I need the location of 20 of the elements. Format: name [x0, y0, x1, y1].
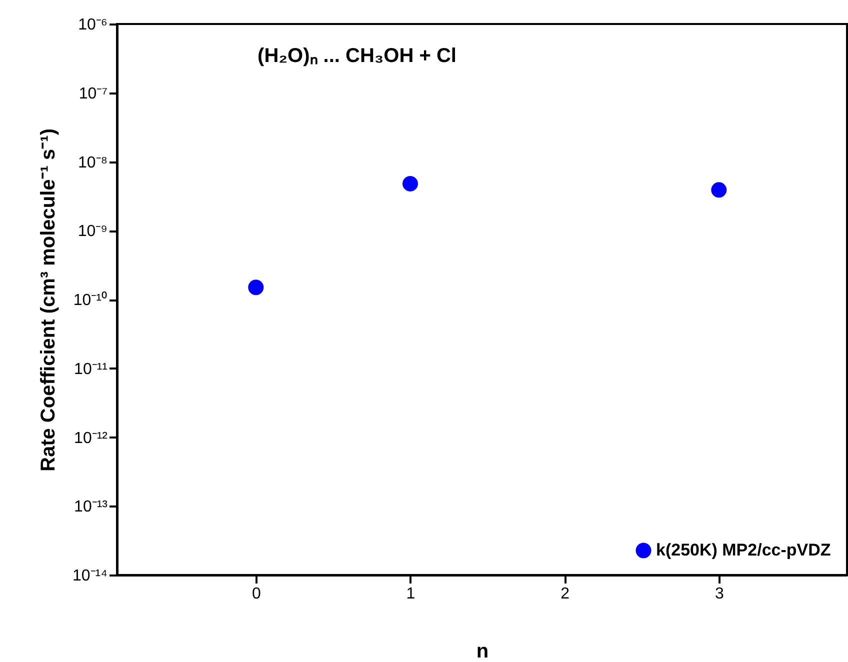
legend-label: k(250K) MP2/cc-pVDZ — [656, 540, 831, 560]
point — [248, 280, 264, 296]
y-tick-label: 10⁻⁷ — [78, 85, 108, 102]
y-axis-title: Rate Coefficient (cm³ molecule⁻¹ s⁻¹) — [38, 128, 60, 472]
y-tick-label: 10⁻¹² — [74, 430, 108, 447]
y-tick-label: 10⁻¹⁰ — [73, 291, 108, 309]
y-tick-label: 10⁻⁸ — [78, 154, 108, 172]
y-tick-label: 10⁻¹¹ — [74, 360, 108, 378]
y-tick-label: 10⁻⁶ — [78, 16, 108, 34]
x-tick-label: 3 — [714, 586, 724, 602]
y-tick-label: 10⁻¹⁴ — [72, 568, 108, 584]
annotation: (H₂O)ₙ ... CH₃OH + Cl — [258, 45, 456, 67]
x-tick-label: 0 — [252, 586, 261, 602]
x-tick-label: 2 — [560, 586, 570, 602]
y-tick-label: 10⁻¹³ — [74, 498, 108, 516]
point — [711, 182, 727, 198]
point — [402, 176, 418, 192]
x-axis-title: n — [476, 640, 489, 662]
y-tick-label: 10⁻⁹ — [78, 223, 108, 240]
x-tick-label: 1 — [406, 586, 416, 602]
